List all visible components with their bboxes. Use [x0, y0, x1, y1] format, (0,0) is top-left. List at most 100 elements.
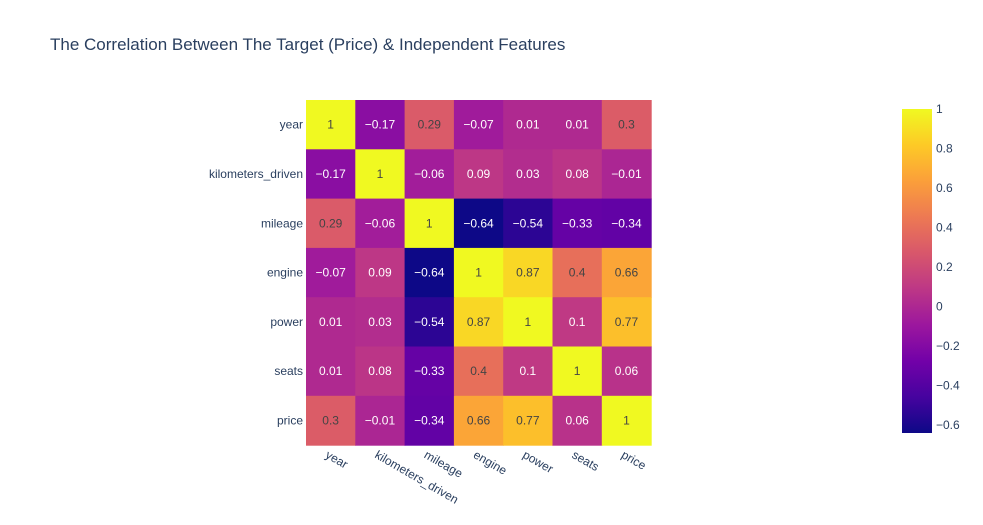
colorbar: 1 0.8 0.6 0.4 0.2 0 −0.2 −0.4 −0.6 — [902, 102, 960, 433]
colorbar-tick-label: 0 — [936, 300, 943, 314]
colorbar-tick-label: 1 — [936, 102, 943, 116]
cell-value-label: 1 — [426, 216, 433, 230]
heatmap-cell — [503, 247, 554, 298]
cell-value-label: 0.06 — [565, 413, 589, 427]
cell-value-label: −0.06 — [414, 167, 445, 181]
heatmap-cell — [306, 247, 356, 298]
x-tick-label: price — [619, 448, 649, 473]
heatmap-cell — [306, 395, 356, 446]
chart-title: The Correlation Between The Target (Pric… — [50, 35, 565, 54]
colorbar-tick-label: −0.6 — [936, 418, 960, 432]
heatmap-cell — [503, 297, 554, 348]
y-tick-label: seats — [274, 364, 303, 378]
colorbar-tick-label: −0.2 — [936, 339, 960, 353]
colorbar-tick-label: 0.2 — [936, 260, 953, 274]
cell-value-label: 0.87 — [516, 266, 540, 280]
x-tick-label: engine — [471, 448, 509, 478]
heatmap-cell — [453, 149, 504, 200]
cell-value-label: 1 — [623, 413, 630, 427]
heatmap-cell — [404, 346, 455, 397]
cell-value-label: −0.33 — [414, 364, 445, 378]
y-tick-label: mileage — [261, 216, 303, 230]
cell-value-label: 0.66 — [467, 413, 491, 427]
heatmap-cell — [355, 100, 406, 150]
cell-value-label: 0.4 — [569, 266, 586, 280]
y-tick-label: price — [277, 413, 303, 427]
cell-value-label: −0.17 — [365, 118, 396, 132]
heatmap-cell — [306, 100, 356, 150]
colorbar-tick-label: −0.4 — [936, 379, 960, 393]
cell-value-label: 0.4 — [470, 364, 487, 378]
cell-value-label: 1 — [574, 364, 581, 378]
cell-value-label: 0.03 — [368, 315, 392, 329]
cell-value-label: 0.01 — [319, 315, 343, 329]
heatmap-cell — [453, 198, 504, 249]
cell-value-label: 0.03 — [516, 167, 540, 181]
colorbar-tick-label: 0.4 — [936, 221, 953, 235]
heatmap-cell — [552, 247, 603, 298]
cell-value-label: −0.64 — [414, 266, 445, 280]
heatmap-cell — [601, 395, 652, 446]
cell-value-label: 1 — [327, 118, 334, 132]
heatmap-cell — [404, 100, 455, 150]
cell-value-label: 0.29 — [418, 118, 442, 132]
x-tick-label: kilometers_driven — [372, 448, 460, 507]
heatmap-cells: 1 −0.17 0.29 −0.07 0.01 0.01 0.3 −0.17 1 −0.06 0.0… — [306, 100, 652, 446]
heatmap-cell — [601, 100, 652, 150]
heatmap-cell — [503, 395, 554, 446]
y-tick-label: kilometers_driven — [209, 167, 303, 181]
heatmap-cell — [306, 198, 356, 249]
cell-value-label: 0.3 — [618, 118, 635, 132]
heatmap-cell — [552, 100, 603, 150]
cell-value-label: −0.01 — [611, 167, 642, 181]
x-tick-label: seats — [570, 448, 602, 474]
heatmap-cell — [453, 247, 504, 298]
cell-value-label: −0.33 — [562, 216, 593, 230]
heatmap-cell — [503, 149, 554, 200]
heatmap-cell — [453, 100, 504, 150]
heatmap-cell — [355, 247, 406, 298]
cell-value-label: 0.08 — [565, 167, 589, 181]
cell-value-label: 0.01 — [319, 364, 343, 378]
heatmap-cell — [503, 346, 554, 397]
heatmap-cell — [552, 149, 603, 200]
cell-value-label: −0.07 — [315, 266, 346, 280]
cell-value-label: 0.09 — [467, 167, 491, 181]
cell-value-label: 1 — [525, 315, 532, 329]
cell-value-label: 0.77 — [516, 413, 540, 427]
heatmap-cell — [404, 149, 455, 200]
heatmap-cell — [601, 198, 652, 249]
cell-value-label: −0.54 — [513, 216, 544, 230]
cell-value-label: 0.29 — [319, 216, 343, 230]
heatmap-cell — [453, 346, 504, 397]
heatmap-cell — [601, 149, 652, 200]
heatmap-cell — [503, 100, 554, 150]
heatmap-cell — [503, 198, 554, 249]
cell-value-label: 0.3 — [322, 413, 339, 427]
heatmap-cell — [355, 395, 406, 446]
heatmap-cell — [601, 247, 652, 298]
heatmap-cell — [404, 247, 455, 298]
colorbar-gradient — [902, 109, 932, 433]
cell-value-label: −0.17 — [315, 167, 346, 181]
cell-value-label: 0.77 — [615, 315, 639, 329]
heatmap-cell — [552, 198, 603, 249]
cell-value-label: 0.87 — [467, 315, 491, 329]
heatmap-cell — [601, 346, 652, 397]
cell-value-label: −0.06 — [365, 216, 396, 230]
heatmap-cell — [453, 395, 504, 446]
cell-value-label: −0.54 — [414, 315, 445, 329]
cell-value-label: 0.1 — [569, 315, 586, 329]
heatmap-cell — [306, 346, 356, 397]
heatmap-cell — [306, 149, 356, 200]
cell-value-label: 1 — [475, 266, 482, 280]
heatmap-cell — [355, 149, 406, 200]
cell-value-label: 0.1 — [520, 364, 537, 378]
cell-value-label: 1 — [377, 167, 384, 181]
heatmap-cell — [552, 395, 603, 446]
heatmap-cell — [404, 297, 455, 348]
cell-value-label: 0.09 — [368, 266, 392, 280]
cell-value-label: 0.01 — [565, 118, 589, 132]
